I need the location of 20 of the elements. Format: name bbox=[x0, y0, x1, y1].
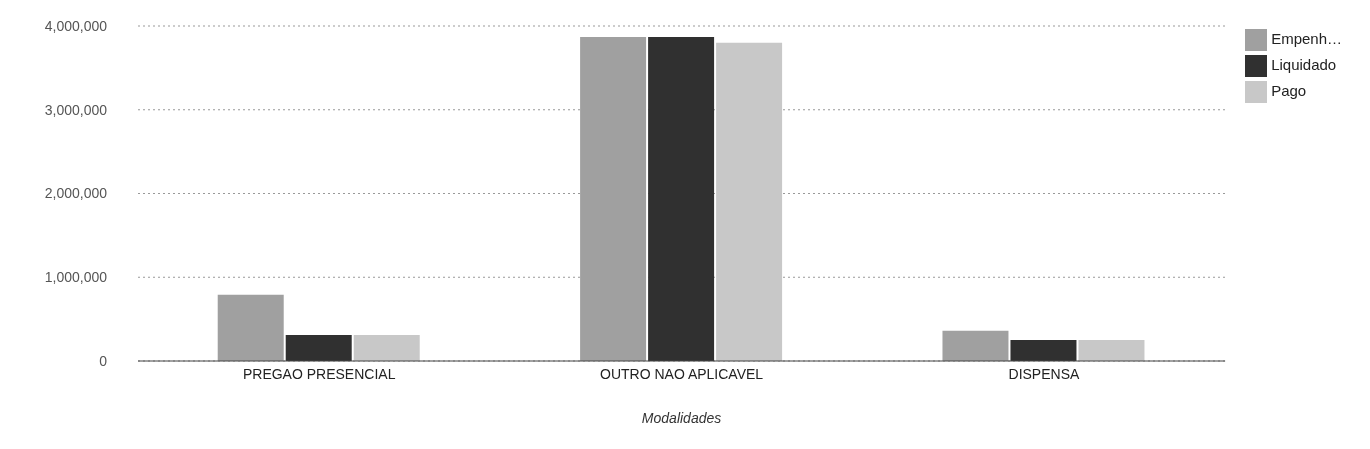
bar bbox=[648, 36, 715, 361]
bar bbox=[1010, 340, 1077, 361]
x-tick-label: DISPENSA bbox=[1008, 365, 1080, 382]
legend-label: Pago bbox=[1271, 82, 1307, 99]
x-axis-title: Modalidades bbox=[641, 410, 722, 426]
bar bbox=[285, 335, 352, 361]
y-tick-label: 0 bbox=[99, 352, 108, 369]
legend-label: Empenh… bbox=[1271, 30, 1342, 47]
y-tick-label: 1,000,000 bbox=[44, 269, 108, 286]
x-tick-label: OUTRO NAO APLICAVEL bbox=[600, 365, 764, 382]
bar bbox=[353, 335, 420, 361]
bar bbox=[1078, 340, 1145, 361]
bar bbox=[942, 330, 1009, 361]
y-tick-label: 2,000,000 bbox=[44, 185, 108, 202]
legend-label: Liquidado bbox=[1271, 56, 1337, 73]
x-tick-label: PREGAO PRESENCIAL bbox=[242, 365, 396, 382]
y-tick-label: 3,000,000 bbox=[44, 101, 108, 118]
y-tick-label: 4,000,000 bbox=[44, 17, 108, 34]
bar bbox=[716, 42, 783, 361]
bar bbox=[217, 294, 284, 361]
